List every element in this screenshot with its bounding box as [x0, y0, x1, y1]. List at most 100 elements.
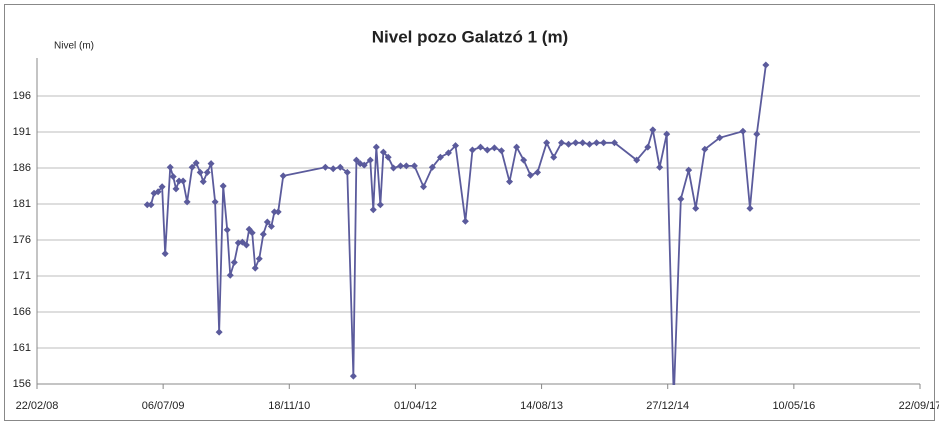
- data-point: [379, 148, 387, 156]
- data-point: [746, 204, 754, 212]
- data-point: [593, 139, 601, 147]
- data-point: [477, 143, 485, 151]
- data-point: [255, 255, 263, 263]
- data-point: [199, 178, 207, 186]
- chart-title: Nivel pozo Galatzó 1 (m): [372, 27, 568, 46]
- data-point: [543, 139, 551, 147]
- data-point: [158, 183, 166, 191]
- data-point: [397, 162, 405, 170]
- data-point: [716, 134, 724, 142]
- data-point: [550, 153, 558, 161]
- data-point: [649, 126, 657, 134]
- data-point: [384, 153, 392, 161]
- data-point: [572, 139, 580, 147]
- y-tick-label: 171: [13, 270, 31, 282]
- data-point: [166, 163, 174, 171]
- y-tick-label: 181: [13, 198, 31, 210]
- data-point: [321, 163, 329, 171]
- data-point: [352, 156, 360, 164]
- data-point: [251, 264, 259, 272]
- data-point: [279, 172, 287, 180]
- data-point: [644, 143, 652, 151]
- data-point: [402, 162, 410, 170]
- data-point: [633, 156, 641, 164]
- y-tick-label: 186: [13, 162, 31, 174]
- data-point: [211, 198, 219, 206]
- data-point: [372, 143, 380, 151]
- data-point: [420, 183, 428, 191]
- data-point: [526, 171, 534, 179]
- data-point: [586, 140, 594, 148]
- data-point: [366, 156, 374, 164]
- data-point: [360, 161, 368, 169]
- data-point: [226, 271, 234, 279]
- data-point: [147, 201, 155, 209]
- data-point: [172, 185, 180, 193]
- y-tick-label: 156: [13, 378, 31, 390]
- data-point: [656, 163, 664, 171]
- data-point: [428, 163, 436, 171]
- data-point: [565, 140, 573, 148]
- data-point: [579, 139, 587, 147]
- x-tick-label: 18/11/10: [268, 400, 310, 412]
- y-tick-label: 196: [13, 90, 31, 102]
- data-point: [490, 144, 498, 152]
- data-point: [270, 208, 278, 216]
- x-tick-label: 01/04/12: [394, 400, 437, 412]
- x-tick-label: 10/05/16: [772, 400, 815, 412]
- data-point: [196, 168, 204, 176]
- data-point: [329, 165, 337, 173]
- data-point: [192, 159, 200, 167]
- data-point: [610, 139, 618, 147]
- y-tick-label: 191: [13, 126, 31, 138]
- data-point: [188, 163, 196, 171]
- x-tick-label: 22/09/17: [899, 400, 939, 412]
- data-point: [169, 173, 177, 181]
- data-point: [410, 162, 418, 170]
- data-point: [506, 178, 514, 186]
- data-point: [452, 142, 460, 150]
- data-point: [219, 182, 227, 190]
- plot-area: [143, 61, 770, 385]
- y-tick-label: 166: [13, 306, 31, 318]
- x-tick-label: 22/02/08: [16, 400, 59, 412]
- data-point: [600, 139, 608, 147]
- data-point: [161, 250, 169, 258]
- data-point: [223, 226, 231, 234]
- data-point: [468, 146, 476, 154]
- data-point: [461, 217, 469, 225]
- data-point: [513, 143, 521, 151]
- data-point: [336, 163, 344, 171]
- chart-border: [4, 4, 935, 421]
- data-point: [497, 147, 505, 155]
- x-tick-label: 14/08/13: [520, 400, 563, 412]
- data-point: [483, 146, 491, 154]
- data-point: [248, 229, 256, 237]
- data-point: [267, 222, 275, 230]
- x-tick-label: 06/07/09: [142, 400, 185, 412]
- y-axis-title: Nivel (m): [54, 41, 94, 52]
- data-point: [739, 127, 747, 135]
- data-point: [692, 204, 700, 212]
- data-point: [444, 149, 452, 157]
- data-point: [349, 372, 357, 380]
- data-point: [179, 177, 187, 185]
- data-point: [369, 206, 377, 214]
- data-point: [183, 198, 191, 206]
- data-point: [203, 168, 211, 176]
- data-point: [230, 258, 238, 266]
- data-point: [389, 164, 397, 172]
- data-point: [143, 201, 151, 209]
- data-point: [701, 145, 709, 153]
- data-point: [207, 160, 215, 168]
- data-point: [343, 168, 351, 176]
- data-point: [677, 195, 685, 203]
- data-point: [762, 61, 770, 69]
- x-tick-label: 27/12/14: [646, 400, 689, 412]
- data-point: [534, 168, 542, 176]
- data-point: [259, 230, 267, 238]
- y-tick-label: 161: [13, 342, 31, 354]
- data-point: [175, 177, 183, 185]
